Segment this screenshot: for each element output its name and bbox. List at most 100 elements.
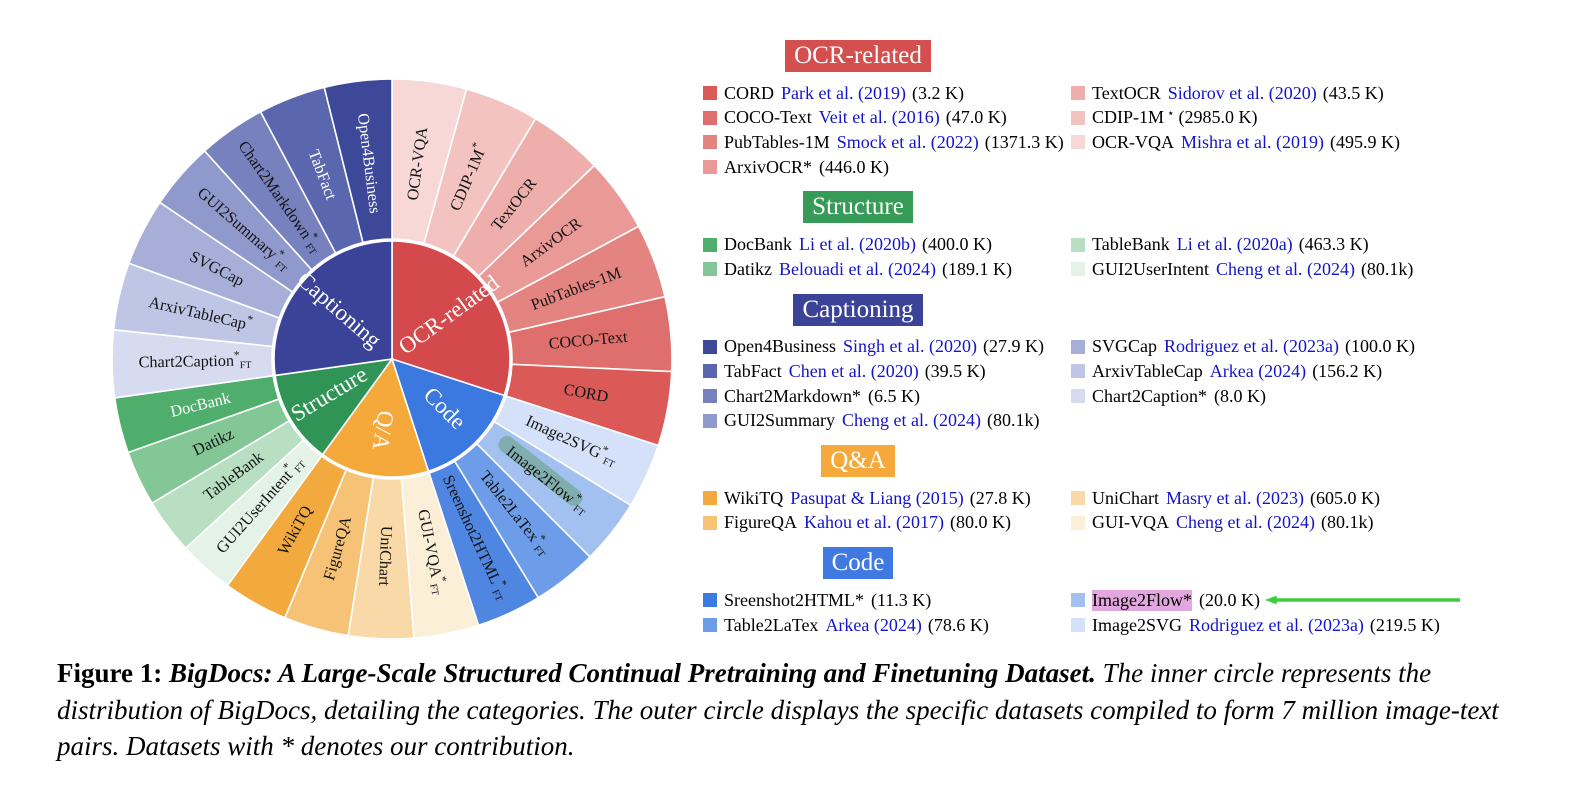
legend-row: GUI2UserIntent Cheng et al. (2024) (80.1k) [1071,257,1461,282]
dataset-count: (100.0 K) [1344,336,1415,357]
dataset-name: COCO-Text [724,107,812,128]
legend-row: UniChart Masry et al. (2023) (605.0 K) [1071,486,1461,511]
legend-row: Open4Business Singh et al. (2020) (27.9 K) [703,335,1071,360]
legend-row-image2flow: Image2Flow* (20.0 K) [1071,588,1461,613]
dataset-name: Image2SVG [1092,614,1182,635]
legend-row: ArxivTableCap Arkea (2024) (156.2 K) [1071,359,1461,384]
legend-row: Table2LaTex Arkea (2024) (78.6 K) [703,613,1071,638]
dataset-name: PubTables-1M [724,131,830,152]
citation-link[interactable]: Cheng et al. (2024) [1215,258,1355,279]
citation-link[interactable]: Arkea (2024) [1209,360,1307,381]
legend-row: CORD Park et al. (2019) (3.2 K) [703,81,1071,106]
legend-row: PubTables-1M Smock et al. (2022) (1371.3 K… [703,130,1071,155]
citation-link[interactable]: Kahou et al. (2017) [804,512,944,533]
citation-link[interactable]: Rodriguez et al. (2023a) [1188,614,1364,635]
dataset-count: (463.3 K) [1298,234,1369,255]
caption-body: The inner circle represents the distribu… [57,658,1499,761]
dataset-name: GUI2Summary [724,410,835,431]
citation-link[interactable]: Smock et al. (2022) [836,131,979,152]
dataset-name-highlighted: Image2Flow* [1092,589,1192,611]
legend-section-structure: Structure DocBank Li et al. (2020b) (400.0… [703,191,1463,281]
dataset-name: FigureQA [724,512,797,533]
citation-link[interactable]: Cheng et al. (2024) [1175,512,1315,533]
dataset-count: (446.0 K) [819,156,890,177]
citation-link[interactable]: Masry et al. (2023) [1166,487,1304,508]
dataset-count: (189.1 K) [941,258,1012,279]
color-swatch [1071,491,1085,506]
legend-header-structure: Structure [803,191,913,224]
color-swatch [703,491,717,506]
citation-link[interactable]: Li et al. (2020a) [1176,234,1293,255]
dataset-name: Open4Business [724,336,836,357]
dataset-name: Datikz [724,258,772,279]
color-swatch [703,339,717,354]
dataset-count: (400.0 K) [921,234,992,255]
color-swatch [703,389,717,404]
sunburst-svg: OCR-VQA CDIP-1M*TextOCRArxivOCRPubTables-… [111,78,673,640]
dataset-name: ArxivOCR* [724,156,813,177]
legend-row: COCO-Text Veit et al. (2016) (47.0 K) [703,106,1071,131]
superscript-star: ⋆ [1167,106,1175,121]
citation-link[interactable]: Pasupat & Liang (2015) [790,487,964,508]
dataset-name: CDIP-1M [1092,107,1165,128]
color-swatch [703,618,717,633]
dataset-count: (80.1k) [986,410,1040,431]
dataset-name: Chart2Markdown* [724,385,861,406]
dataset-count: (78.6 K) [927,614,989,635]
citation-link[interactable]: Mishra et al. (2019) [1181,131,1324,152]
legend-row: Chart2Caption* (8.0 K) [1071,384,1461,409]
dataset-name: WikiTQ [724,487,784,508]
legend-row: Image2SVG Rodriguez et al. (2023a) (219.5 … [1071,613,1461,638]
color-swatch [703,262,717,277]
wheel-label-Chart2Caption: Chart2Caption*FT [138,349,251,373]
citation-link[interactable]: Sidorov et al. (2020) [1167,82,1317,103]
legend-row: TabFact Chen et al. (2020) (39.5 K) [703,359,1071,384]
color-swatch [703,364,717,379]
legend-row: Datikz Belouadi et al. (2024) (189.1 K) [703,257,1071,282]
dataset-count: (8.0 K) [1214,385,1266,406]
citation-link[interactable]: Belouadi et al. (2024) [778,258,936,279]
dataset-name: GUI2UserIntent [1092,258,1209,279]
color-swatch [1071,262,1085,277]
citation-link[interactable]: Chen et al. (2020) [788,360,919,381]
legend-row: OCR-VQA Mishra et al. (2019) (495.9 K) [1071,130,1461,155]
legend-row: CDIP-1M ⋆ (2985.0 K) [1071,106,1461,131]
dataset-count: (2985.0 K) [1178,107,1258,128]
citation-link[interactable]: Park et al. (2019) [781,82,906,103]
wheel-label-UniChart: UniChart [375,525,395,586]
dataset-count: (495.9 K) [1329,131,1400,152]
dataset-count: (1371.3 K) [984,131,1064,152]
citation-link[interactable]: Arkea (2024) [825,614,922,635]
legend-header-qa: Q&A [821,444,895,477]
wedge-OCR-related [391,240,511,397]
color-swatch [1071,86,1085,101]
citation-link[interactable]: Li et al. (2020b) [798,234,916,255]
legend-header-code: Code [822,547,894,580]
dataset-count: (80.1k) [1360,258,1414,279]
dataset-name: Chart2Caption* [1092,385,1207,406]
dataset-count: (80.1k) [1320,512,1374,533]
citation-link[interactable]: Rodriguez et al. (2023a) [1164,336,1339,357]
color-swatch [703,110,717,125]
figure-caption: Figure 1: BigDocs: A Large-Scale Structu… [57,655,1509,765]
color-swatch [1071,339,1085,354]
legend-row: GUI-VQA Cheng et al. (2024) (80.1k) [1071,511,1461,536]
legend-row: SVGCap Rodriguez et al. (2023a) (100.0 K) [1071,335,1461,360]
legend-section-ocr: OCR-related CORD Park et al. (2019) (3.2 K… [703,40,1463,179]
citation-link[interactable]: Veit et al. (2016) [818,107,940,128]
legend-row: ArxivOCR* (446.0 K) [703,155,1071,180]
dataset-name: Sreenshot2HTML* [724,589,864,610]
dataset-name: UniChart [1092,487,1159,508]
dataset-name: CORD [724,82,775,103]
citation-link[interactable]: Cheng et al. (2024) [842,410,981,431]
dataset-count: (6.5 K) [867,385,920,406]
color-swatch [703,237,717,252]
dataset-name: OCR-VQA [1092,131,1175,152]
citation-link[interactable]: Singh et al. (2020) [843,336,977,357]
caption-title: BigDocs: A Large-Scale Structured Contin… [168,658,1103,688]
color-swatch [703,160,717,175]
dataset-count: (219.5 K) [1369,614,1440,635]
color-swatch [1071,618,1085,633]
color-swatch [1071,389,1085,404]
